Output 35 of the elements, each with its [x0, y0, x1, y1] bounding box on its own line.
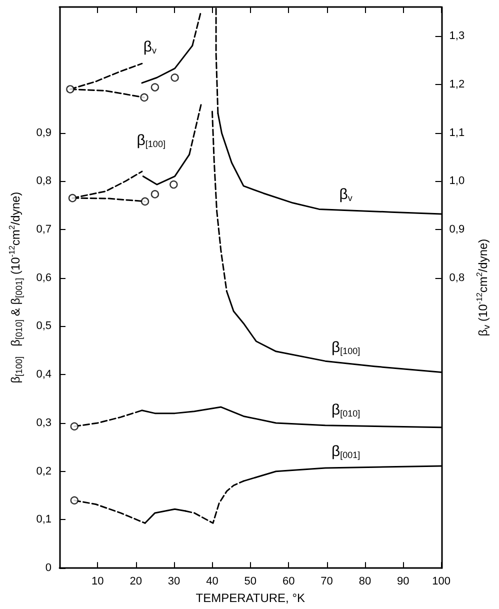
y2-tick-label: 0,8 — [449, 272, 465, 284]
y-tick-label: 0,5 — [36, 320, 52, 332]
x-tick-label: 20 — [130, 576, 142, 588]
x-tick-label: 10 — [92, 576, 104, 588]
y-tick-label: 0,3 — [36, 416, 52, 429]
x-tick-label: 50 — [244, 576, 257, 588]
y-tick-label: 0 — [45, 562, 52, 574]
text: β[100] β[010] & β[001] (10-12cm2/dyne) — [8, 192, 24, 384]
y2-tick-label: 0,9 — [449, 224, 465, 236]
y2-tick-label: 1,1 — [449, 126, 465, 139]
y2-tick-label: 1,2 — [449, 78, 465, 90]
x-axis-title: TEMPERATURE, °K — [196, 591, 306, 605]
y-tick-label: 0,6 — [36, 272, 52, 284]
series-label: βv — [143, 38, 158, 56]
y-tick-label: 0,9 — [36, 126, 52, 139]
y-tick-label: 0,2 — [36, 465, 52, 478]
series-label: β[001] — [332, 443, 360, 460]
x-tick-label: 30 — [168, 576, 180, 588]
series-label: βv — [339, 186, 353, 203]
y2-tick-label: 1,3 — [449, 30, 465, 42]
series-label: β[100] — [332, 338, 360, 356]
series-label: β[010] — [332, 401, 360, 418]
x-tick-label: 60 — [282, 576, 295, 588]
x-tick-label: 80 — [358, 576, 372, 588]
y-tick-label: 0,1 — [36, 514, 52, 526]
x-tick-label: 100 — [432, 576, 450, 588]
series-label: β[100] — [136, 132, 166, 149]
x-tick-label: 40 — [206, 576, 218, 588]
y-tick-label: 0,7 — [36, 224, 52, 236]
x-tick-label: 70 — [320, 576, 333, 588]
y2-axis-title: βv (10-12cm2/dyne) — [475, 238, 492, 336]
y2-tick-label: 1,0 — [449, 175, 465, 188]
x-tick-label: 90 — [397, 576, 410, 588]
y-tick-label: 0,8 — [36, 175, 52, 188]
y-tick-label: 0,4 — [36, 368, 52, 381]
